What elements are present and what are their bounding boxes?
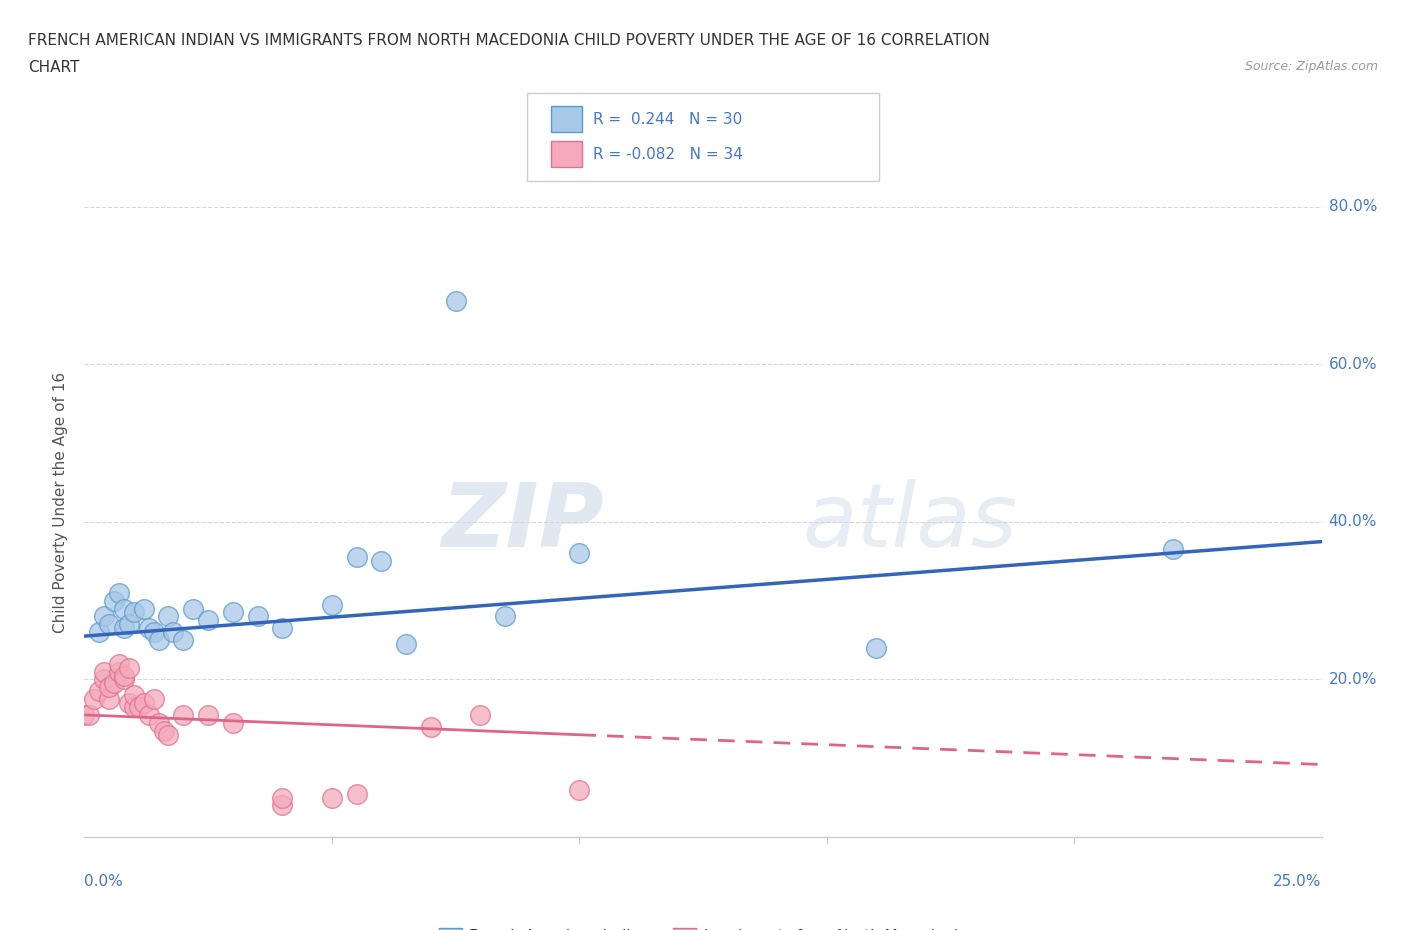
Point <box>93 664 115 679</box>
Text: FRENCH AMERICAN INDIAN VS IMMIGRANTS FROM NORTH MACEDONIA CHILD POVERTY UNDER TH: FRENCH AMERICAN INDIAN VS IMMIGRANTS FRO… <box>28 33 990 47</box>
Point <box>395 636 418 651</box>
Point <box>103 593 125 608</box>
Point <box>865 641 887 656</box>
Text: R = -0.082   N = 34: R = -0.082 N = 34 <box>593 147 744 162</box>
Point <box>138 708 160 723</box>
Text: ZIP: ZIP <box>441 479 605 565</box>
Point <box>122 605 145 620</box>
Point <box>118 696 141 711</box>
Point <box>197 708 219 723</box>
Point <box>83 692 105 707</box>
Text: R =  0.244   N = 30: R = 0.244 N = 30 <box>593 112 742 126</box>
Point <box>108 585 131 600</box>
Point <box>132 696 155 711</box>
Point <box>122 688 145 703</box>
Text: 0.0%: 0.0% <box>84 874 124 889</box>
Y-axis label: Child Poverty Under the Age of 16: Child Poverty Under the Age of 16 <box>53 372 69 632</box>
Text: CHART: CHART <box>28 60 80 75</box>
Point <box>128 699 150 714</box>
Point <box>118 617 141 631</box>
Point <box>112 672 135 687</box>
Point <box>93 672 115 687</box>
Point <box>222 605 245 620</box>
Text: 25.0%: 25.0% <box>1274 874 1322 889</box>
Point <box>89 625 111 640</box>
Point <box>118 660 141 675</box>
Point <box>568 546 591 561</box>
Point <box>79 708 101 723</box>
Point <box>181 601 204 616</box>
Point <box>568 782 591 797</box>
Point <box>112 668 135 683</box>
Point <box>172 632 194 647</box>
Point <box>271 621 294 636</box>
Point <box>444 294 467 309</box>
Point <box>152 724 174 738</box>
Point <box>1161 542 1184 557</box>
Legend: French American Indians, Immigrants from North Macedonia: French American Indians, Immigrants from… <box>433 922 973 930</box>
Point <box>132 601 155 616</box>
Point <box>98 680 121 695</box>
Point <box>108 657 131 671</box>
Point <box>346 550 368 565</box>
Text: Source: ZipAtlas.com: Source: ZipAtlas.com <box>1244 60 1378 73</box>
Point <box>321 597 343 612</box>
Point <box>98 617 121 631</box>
Text: atlas: atlas <box>801 479 1017 565</box>
Point <box>112 601 135 616</box>
Point <box>112 621 135 636</box>
Point <box>271 798 294 813</box>
Point <box>271 790 294 805</box>
Point <box>162 625 184 640</box>
Point <box>346 786 368 801</box>
Text: 20.0%: 20.0% <box>1329 672 1376 687</box>
Point <box>103 676 125 691</box>
Point <box>108 664 131 679</box>
Point <box>370 554 392 569</box>
Point <box>197 613 219 628</box>
Point <box>157 727 180 742</box>
Point <box>98 692 121 707</box>
Point <box>89 684 111 698</box>
Point <box>73 708 96 723</box>
Point <box>246 609 269 624</box>
Text: 80.0%: 80.0% <box>1329 199 1376 214</box>
Point <box>148 715 170 730</box>
Point <box>470 708 492 723</box>
Text: 40.0%: 40.0% <box>1329 514 1376 529</box>
Point <box>321 790 343 805</box>
Point <box>494 609 516 624</box>
Point <box>122 699 145 714</box>
Point <box>419 719 441 734</box>
Point <box>222 715 245 730</box>
Point <box>157 609 180 624</box>
Point <box>142 692 165 707</box>
Point <box>172 708 194 723</box>
Point <box>148 632 170 647</box>
Text: 60.0%: 60.0% <box>1329 357 1376 372</box>
Point <box>138 621 160 636</box>
Point <box>93 609 115 624</box>
Point <box>142 625 165 640</box>
